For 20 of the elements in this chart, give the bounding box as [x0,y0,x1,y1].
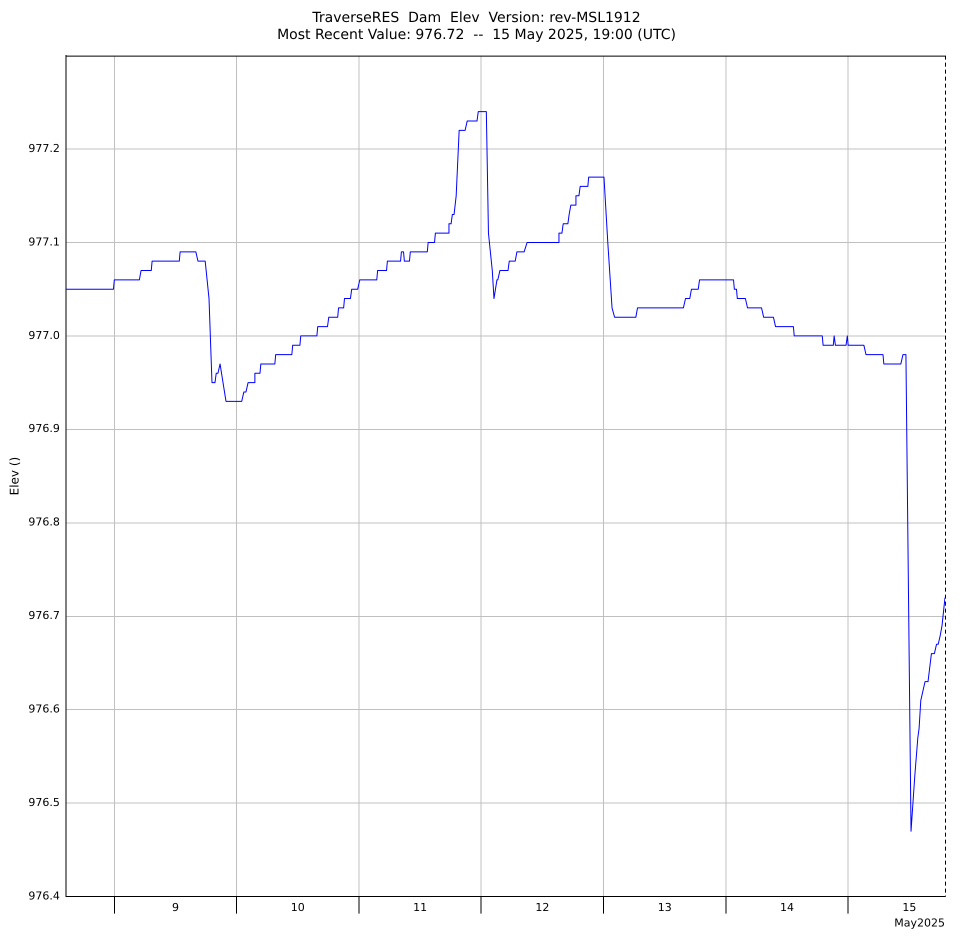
chart-title: TraverseRES Dam Elev Version: rev-MSL1912 [311,10,641,26]
y-tick-label: 977.0 [28,328,60,342]
x-tick-label: 12 [535,901,550,914]
y-tick-label: 976.9 [28,422,60,436]
y-tick-label: 976.5 [28,796,60,810]
x-tick-label: 10 [290,901,305,914]
y-tick-label: 976.7 [28,609,60,622]
y-tick-label: 977.2 [28,142,60,155]
x-tick-label: 9 [172,901,179,914]
chart-subtitle: Most Recent Value: 976.72 -- 15 May 2025, 19:00 (UTC) [277,26,676,43]
x-tick-label: 14 [780,901,794,914]
x-tick-label: 11 [413,901,428,914]
y-tick-label: 977.1 [28,235,60,248]
y-tick-label: 976.6 [28,702,60,716]
x-tick-label: 13 [658,901,672,914]
y-tick-label: 976.8 [28,516,60,529]
y-axis-title: Elev () [7,456,22,496]
x-tick-label: 15 [902,901,916,914]
y-tick-label: 976.4 [28,889,60,902]
x-axis-title: May2025 [894,916,945,930]
